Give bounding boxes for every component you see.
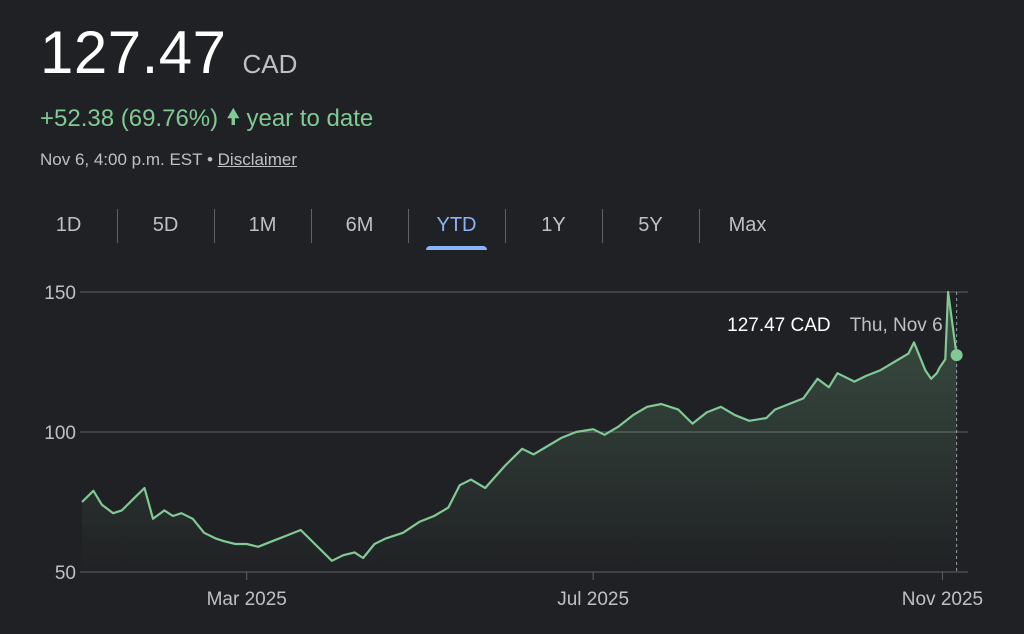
- range-tabs: 1D 5D 1M 6M YTD 1Y 5Y Max: [20, 204, 796, 250]
- tab-ytd[interactable]: YTD: [408, 204, 505, 250]
- tab-max[interactable]: Max: [699, 204, 796, 246]
- currency-code: CAD: [242, 49, 298, 79]
- price-header: 127.47 CAD: [40, 18, 297, 87]
- separator: •: [206, 150, 213, 169]
- change-value: +52.38 (69.76%): [40, 105, 219, 132]
- disclaimer-link[interactable]: Disclaimer: [217, 150, 297, 169]
- tab-6m[interactable]: 6M: [311, 204, 408, 246]
- x-tick-label: Mar 2025: [207, 589, 287, 610]
- price-line: [81, 290, 958, 562]
- change-period: year to date: [246, 105, 374, 132]
- y-tick-label: 50: [55, 563, 76, 584]
- tab-5y[interactable]: 5Y: [602, 204, 699, 246]
- tab-1m[interactable]: 1M: [214, 204, 311, 246]
- tooltip-value: 127.47 CAD: [727, 315, 831, 336]
- price-area: [82, 292, 957, 572]
- x-tick-label: Nov 2025: [902, 589, 983, 610]
- x-tick-label: Jul 2025: [557, 589, 629, 610]
- timestamp: Nov 6, 4:00 p.m. EST: [40, 150, 203, 169]
- y-tick-label: 150: [44, 283, 76, 304]
- price-change: +52.38 (69.76%) 🠝 year to date: [40, 100, 373, 138]
- y-tick-label: 100: [44, 423, 76, 444]
- arrow-up-icon: 🠝: [226, 104, 241, 129]
- hover-point: [950, 349, 963, 362]
- tab-5d[interactable]: 5D: [117, 204, 214, 246]
- timestamp-row: Nov 6, 4:00 p.m. EST • Disclaimer: [40, 150, 297, 170]
- tab-1d[interactable]: 1D: [55, 213, 82, 236]
- current-price: 127.47: [40, 19, 227, 86]
- price-chart[interactable]: 50 100 150 127.47 CAD Thu, Nov 6 Mar 2025 J…: [0, 270, 1024, 634]
- tab-1y[interactable]: 1Y: [505, 204, 602, 246]
- tooltip-date: Thu, Nov 6: [850, 315, 943, 336]
